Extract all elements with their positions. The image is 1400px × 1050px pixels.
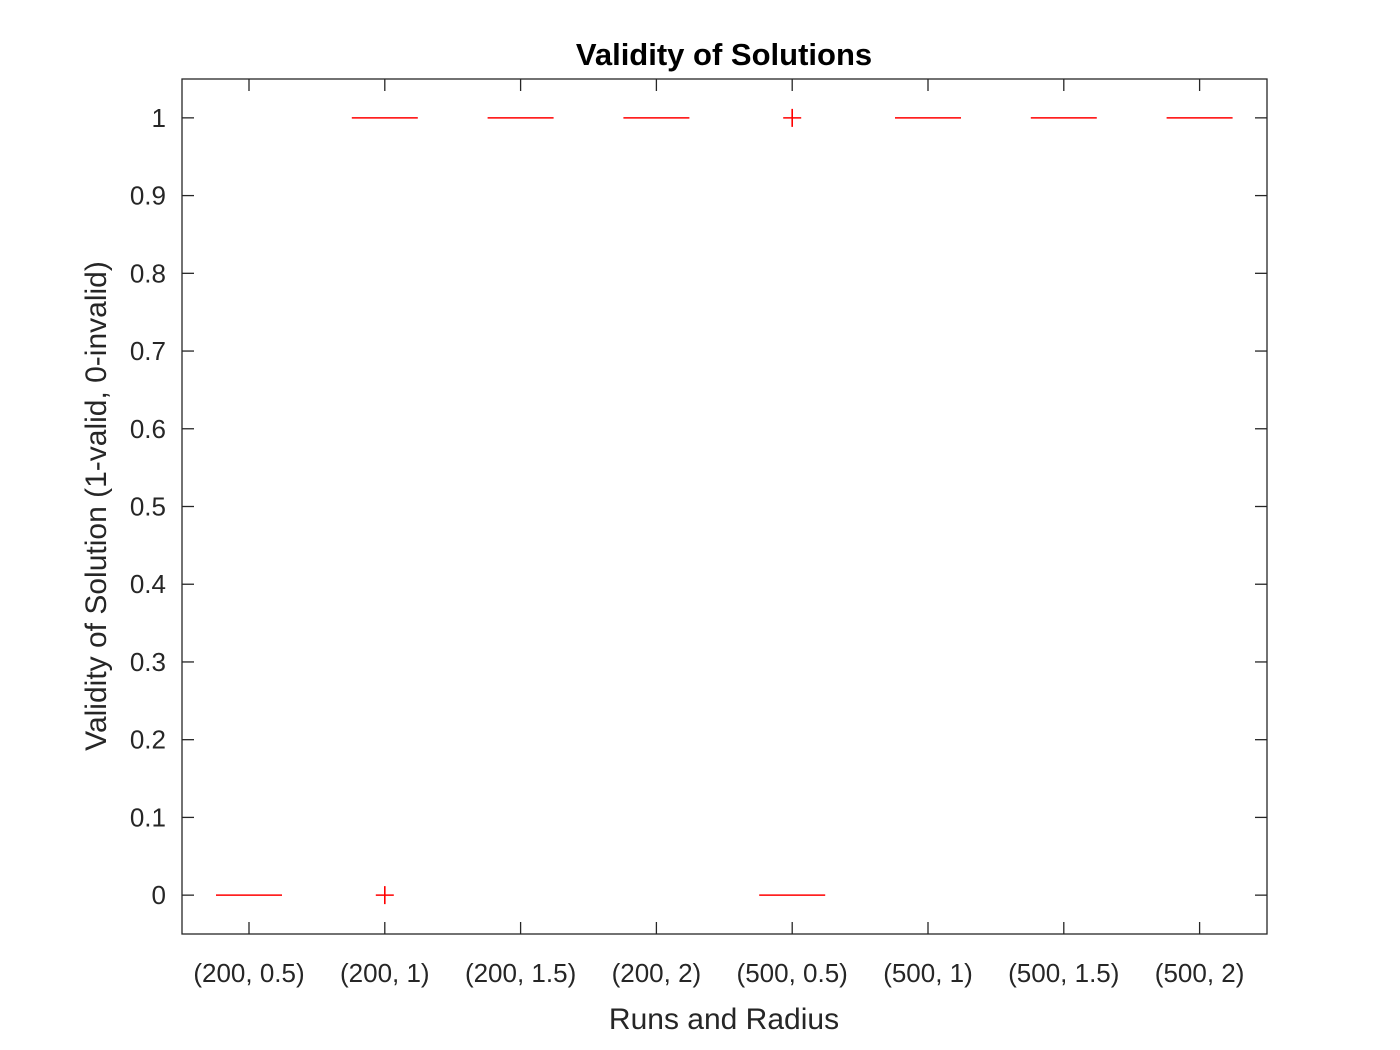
y-tick-label: 1	[152, 103, 166, 133]
y-tick-label: 0.6	[130, 414, 166, 444]
x-tick-label: (500, 1.5)	[1008, 958, 1119, 988]
x-tick-label: (200, 2)	[612, 958, 702, 988]
y-tick-label: 0.5	[130, 492, 166, 522]
y-tick-label: 0.3	[130, 647, 166, 677]
chart-title: Validity of Solutions	[576, 37, 872, 72]
y-tick-label: 0.8	[130, 258, 166, 288]
y-axis: 0 0.1 0.2 0.3 0.4 0.5 0.6 0.7 0.8 0.9 1	[130, 103, 1267, 910]
outlier-markers	[375, 108, 802, 905]
x-tick-label: (200, 1)	[340, 958, 430, 988]
x-tick-label: (500, 1)	[883, 958, 973, 988]
median-lines	[216, 117, 1233, 896]
plot-area	[181, 78, 1268, 935]
x-tick-label: (200, 1.5)	[465, 958, 576, 988]
x-tick-label: (500, 2)	[1155, 958, 1245, 988]
y-tick-label: 0.9	[130, 181, 166, 211]
y-tick-label: 0.7	[130, 336, 166, 366]
y-tick-label: 0.1	[130, 802, 166, 832]
y-tick-label: 0.4	[130, 569, 166, 599]
outlier-marker	[375, 886, 394, 905]
y-axis-label: Validity of Solution (1-valid, 0-invalid…	[80, 261, 113, 751]
y-tick-label: 0	[152, 880, 166, 910]
x-axis: (200, 0.5) (200, 1) (200, 1.5) (200, 2) (500…	[193, 79, 1244, 988]
x-axis-label: Runs and Radius	[609, 1003, 839, 1036]
y-tick-label: 0.2	[130, 725, 166, 755]
x-tick-label: (200, 0.5)	[193, 958, 304, 988]
outlier-marker	[783, 108, 802, 127]
x-tick-label: (500, 0.5)	[737, 958, 848, 988]
